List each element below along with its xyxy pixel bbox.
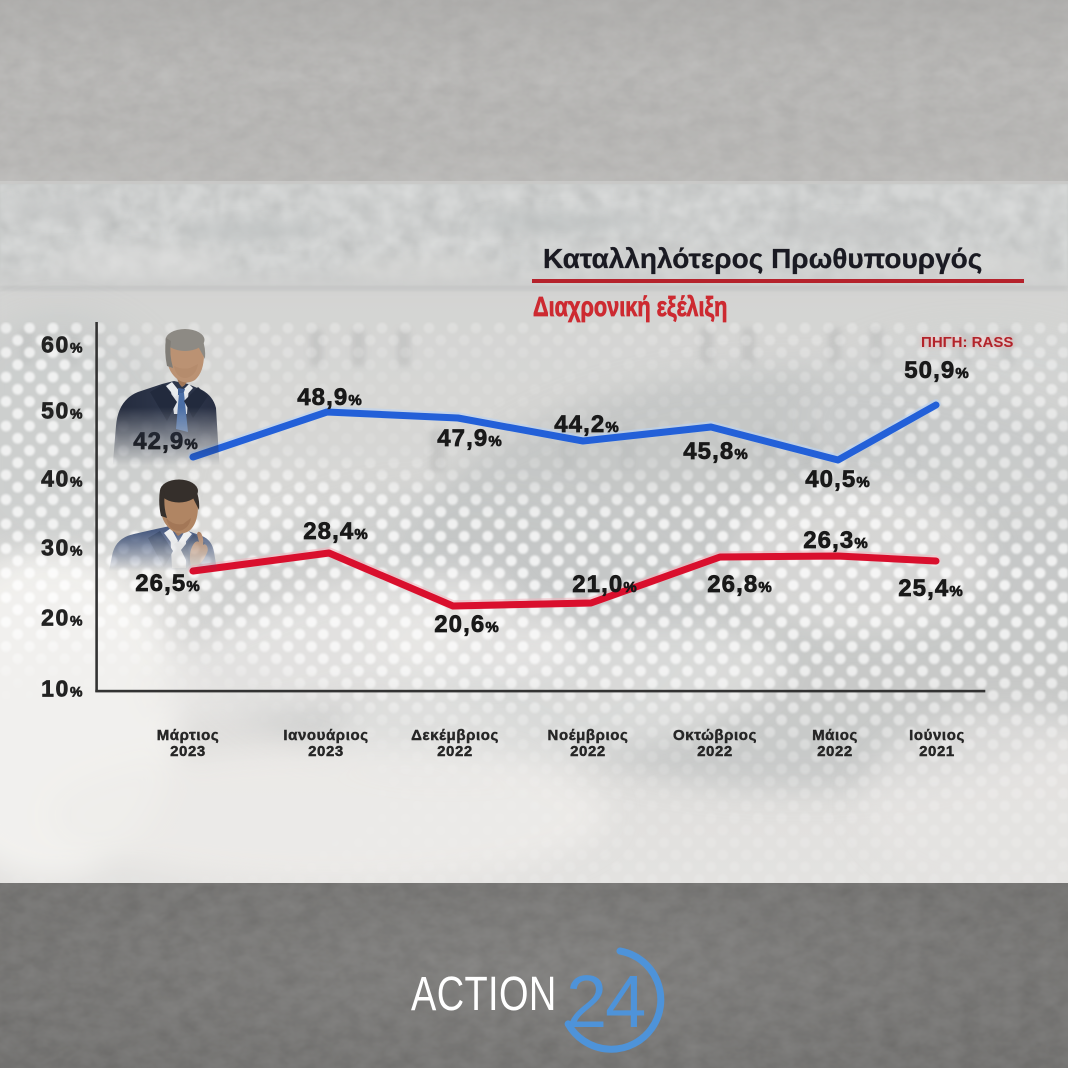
svg-text:24: 24 bbox=[566, 960, 644, 1043]
